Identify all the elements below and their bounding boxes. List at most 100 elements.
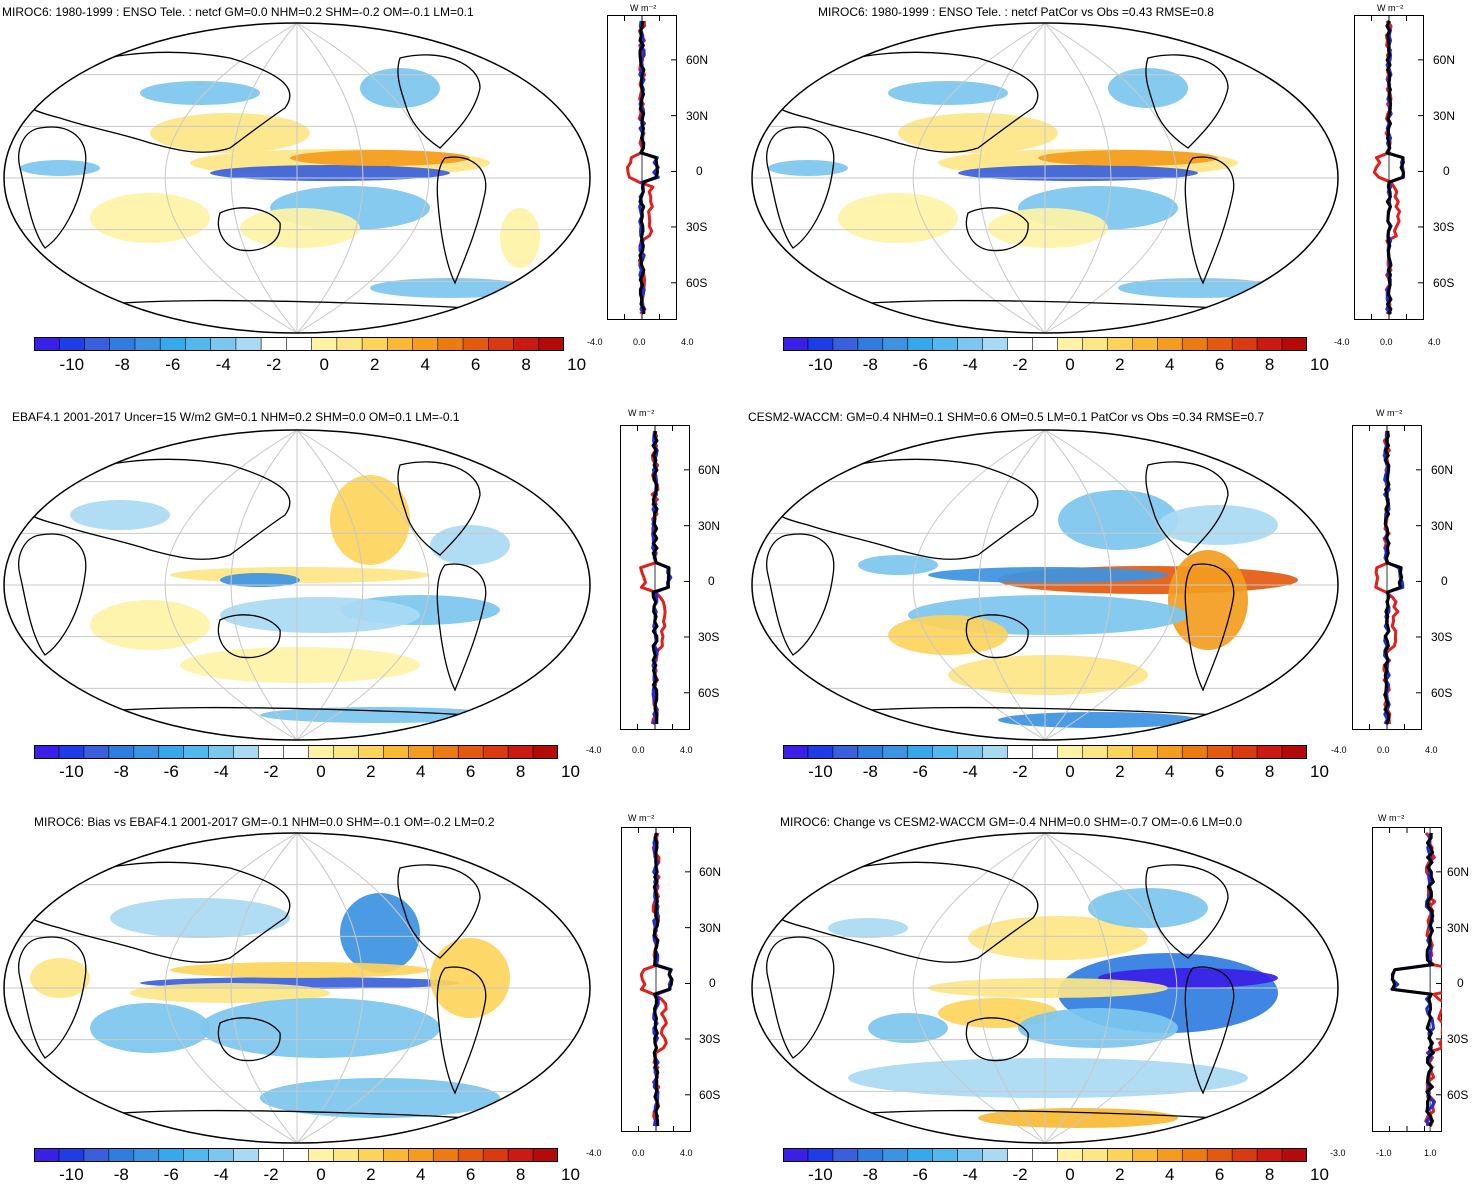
colorbar-label: 0: [319, 355, 329, 374]
anomaly-region: [888, 81, 1008, 105]
colorbar-swatch: [857, 337, 884, 351]
profile-x-ticks: -4.0 0.0 4.0: [587, 337, 695, 351]
colorbar-swatch: [83, 745, 110, 759]
colorbar-swatch: [882, 745, 909, 759]
colorbar-swatch: [336, 337, 363, 351]
map: [3, 429, 591, 741]
colorbar-label: -4: [215, 355, 231, 374]
map-border: [3, 429, 591, 741]
coastlines: [18, 45, 561, 319]
graticule: [4, 430, 590, 740]
anomaly-region: [140, 81, 260, 105]
colorbar-swatch: [1132, 337, 1158, 351]
colorbar-swatch: [283, 745, 309, 759]
colorbar-swatch: [233, 1148, 259, 1162]
colorbar-swatch: [932, 1148, 958, 1162]
colorbar-swatch: [957, 1148, 983, 1162]
colorbar-swatch: [483, 745, 509, 759]
colorbar-swatch: [183, 1148, 209, 1162]
profile-line: [1383, 430, 1404, 725]
x-tick-label: 4.0: [681, 337, 694, 347]
colorbar: [783, 337, 1307, 351]
anomaly-region: [768, 160, 848, 176]
colorbar-swatch: [34, 745, 60, 759]
profile-line: [1390, 832, 1435, 1127]
colorbar-labels: -10 -8 -6 -4 -2 0 2 4 6 8 10: [783, 355, 1329, 377]
lat-label: 60N: [686, 52, 709, 67]
colorbar-swatch: [982, 337, 1008, 351]
colorbar-swatch: [982, 745, 1008, 759]
colorbar-label: 6: [470, 355, 481, 374]
colorbar-swatch: [1157, 1148, 1183, 1162]
colorbar-swatch: [408, 745, 434, 759]
colorbar-swatch: [208, 745, 234, 759]
map-title: EBAF4.1 2001-2017 Uncer=15 W/m2 GM=0.1 N…: [12, 410, 460, 424]
colorbar-label: -6: [912, 762, 928, 781]
colorbar-label: -2: [1012, 762, 1028, 781]
colorbar-swatch: [58, 1148, 85, 1162]
colorbar-label: 4: [420, 355, 430, 374]
colorbar-label: 0: [1065, 1165, 1075, 1184]
colorbar-swatch: [1007, 745, 1033, 759]
profile-line: [652, 832, 674, 1127]
colorbar-label: -8: [113, 1165, 129, 1184]
anomaly-region: [110, 898, 290, 938]
colorbar: [783, 1148, 1307, 1162]
colorbar-swatch: [34, 337, 60, 351]
colorbar-swatch: [1182, 337, 1208, 351]
lat-label: 30S: [698, 629, 720, 644]
anomaly-region: [90, 1003, 210, 1053]
colorbar-swatch: [1032, 1148, 1058, 1162]
colorbar-swatch: [1257, 1148, 1283, 1162]
profile-lat-labels: 60N 30N 0 30S 60S: [692, 425, 740, 730]
profile-lat-labels: 60N 30N 0 30S 60S: [680, 15, 740, 320]
colorbar-swatch: [261, 337, 287, 351]
map-title: MIROC6: 1980-1999 : ENSO Tele. : netcf G…: [2, 5, 474, 19]
colorbar-label: -8: [862, 355, 878, 374]
colorbar-label: -2: [1012, 1165, 1028, 1184]
colorbar-label: 0: [1065, 762, 1075, 781]
anomaly-region: [30, 958, 90, 998]
anomaly-region: [978, 1108, 1178, 1128]
profile-plot: [1372, 827, 1442, 1132]
colorbar-swatch: [59, 337, 85, 351]
lat-label: 60N: [1433, 52, 1456, 67]
profile-x-ticks: -4.0 0.0 4.0: [1334, 337, 1442, 351]
colorbar-label: 8: [521, 355, 531, 374]
x-tick-label: -4.0: [586, 745, 602, 755]
colorbar-swatch: [1057, 745, 1083, 759]
anomaly-region: [290, 150, 470, 166]
colorbar-swatch: [333, 1148, 359, 1162]
anomaly-region: [1118, 278, 1278, 298]
anomaly-region: [170, 962, 430, 978]
colorbar-swatch: [1082, 745, 1108, 759]
colorbar-swatch: [58, 745, 85, 759]
colorbar-swatch: [286, 337, 312, 351]
colorbar-label: 6: [1214, 1165, 1225, 1184]
colorbar-swatch: [832, 1148, 859, 1162]
colorbar-swatch: [437, 337, 464, 351]
colorbar-swatch: [133, 1148, 160, 1162]
colorbar-label: 2: [366, 1165, 376, 1184]
colorbar-swatch: [932, 337, 958, 351]
colorbar-swatch: [158, 1148, 185, 1162]
anomaly-region: [150, 113, 310, 153]
lat-label: 30N: [1433, 108, 1456, 123]
colorbar-label: -2: [266, 355, 282, 374]
graticule: [752, 833, 1338, 1143]
lat-label: 60N: [698, 462, 721, 477]
colorbar-swatch: [857, 745, 884, 759]
colorbar-label: 10: [567, 355, 587, 374]
lat-label: 30N: [686, 108, 709, 123]
colorbar-labels: -10 -8 -6 -4 -2 0 2 4 6 8 10: [783, 762, 1329, 784]
colorbar-swatch: [109, 337, 136, 351]
lat-label: 0: [708, 574, 715, 589]
colorbar-swatch: [533, 745, 558, 759]
colorbar-label: 8: [1264, 355, 1275, 374]
anomaly-region: [20, 160, 100, 176]
colorbar-swatch: [488, 337, 514, 351]
colorbar-label: 4: [1165, 1165, 1175, 1184]
colorbar-swatch: [108, 1148, 135, 1162]
x-tick-label: 0.0: [632, 745, 645, 755]
anomaly-region: [1018, 1008, 1178, 1048]
